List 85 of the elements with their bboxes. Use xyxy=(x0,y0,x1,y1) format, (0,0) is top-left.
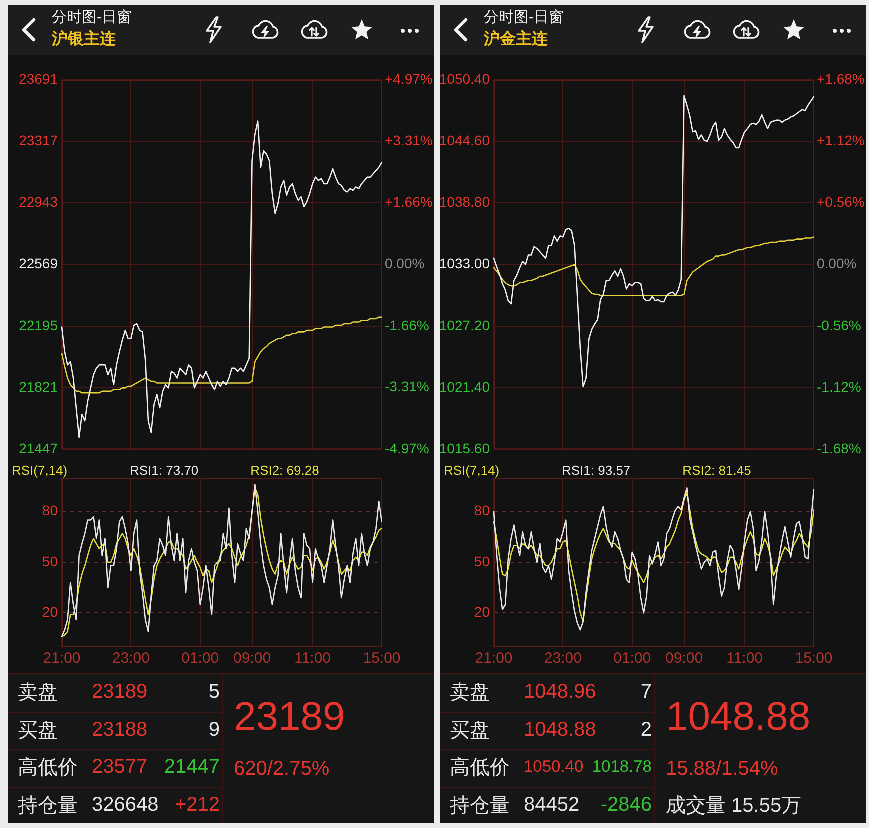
y-tick-label: 20 xyxy=(42,604,58,620)
y2-tick-label: +4.97% xyxy=(385,70,433,87)
x-tick-label: 01:00 xyxy=(614,650,652,668)
y-tick-label: 23691 xyxy=(19,70,58,87)
y-tick-label: 50 xyxy=(42,553,58,570)
text: 620/2.75% xyxy=(234,757,330,781)
y-tick-label: 80 xyxy=(42,502,58,519)
y-tick-label: 1033.00 xyxy=(439,256,490,272)
y2-tick-label: +1.66% xyxy=(385,194,433,210)
chart-subtitle: 沪金主连 xyxy=(484,30,548,50)
text: 23188 xyxy=(92,719,148,742)
x-tick-label: 15:00 xyxy=(795,650,833,668)
y2-tick-label: +1.12% xyxy=(817,132,865,148)
text: 1048.88 xyxy=(666,694,811,740)
text: 持仓量 xyxy=(18,794,79,819)
y2-tick-label: +3.31% xyxy=(385,132,433,149)
y2-tick-label: +1.68% xyxy=(817,70,865,87)
text: 高低价 xyxy=(450,756,511,781)
y2-tick-label: -1.66% xyxy=(385,317,430,334)
x-tick-label: 23:00 xyxy=(112,650,150,668)
y-tick-label: 80 xyxy=(474,502,490,519)
y2-tick-label: -4.97% xyxy=(385,440,430,456)
text: 23577 xyxy=(92,756,148,779)
series-label: RSI2: 81.45 xyxy=(682,463,752,479)
text: 2 xyxy=(640,719,652,742)
x-tick-label: 11:00 xyxy=(294,650,332,668)
y-tick-label: 20 xyxy=(474,604,490,620)
y-tick-label: 23317 xyxy=(19,132,58,148)
x-tick-label: 09:00 xyxy=(665,650,704,668)
y-tick-label: 1015.60 xyxy=(439,440,490,456)
x-tick-label: 11:00 xyxy=(726,650,764,668)
text: +212 xyxy=(174,794,220,817)
text: 15.88/1.54% xyxy=(666,757,778,781)
text: 高低价 xyxy=(18,756,79,781)
text: RSI1: 93.57 xyxy=(562,463,631,479)
text: 1048.96 xyxy=(524,681,596,704)
y-tick-label: 1038.80 xyxy=(439,194,490,210)
y-tick-label: 1050.40 xyxy=(439,70,490,87)
x-tick-label: 21:00 xyxy=(43,650,81,668)
y2-tick-label: -3.31% xyxy=(385,378,430,395)
text: 5 xyxy=(208,681,220,704)
y2-tick-label: 0.00% xyxy=(817,256,857,272)
x-tick-label: 01:00 xyxy=(182,650,220,668)
y2-tick-label: -1.12% xyxy=(817,378,862,395)
y2-tick-label: 0.00% xyxy=(385,256,425,272)
text: 成交量 15.55万 xyxy=(666,794,802,818)
series-label: RSI2: 69.28 xyxy=(250,463,320,479)
y-tick-label: 50 xyxy=(474,553,490,570)
text: 卖盘 xyxy=(450,681,491,706)
text: 买盘 xyxy=(18,719,59,744)
text: 1018.78 xyxy=(592,758,652,777)
x-tick-label: 21:00 xyxy=(475,650,513,668)
text: 7 xyxy=(640,681,652,704)
text: 21447 xyxy=(164,756,220,779)
y-tick-label: 22569 xyxy=(19,256,58,272)
text: 326648 xyxy=(92,794,159,817)
text: 23189 xyxy=(234,694,346,740)
y-tick-label: 1044.60 xyxy=(439,132,490,148)
y-tick-label: 22943 xyxy=(19,194,58,210)
chart-title: 分时图-日窗 xyxy=(52,8,132,28)
chart-subtitle: 沪银主连 xyxy=(52,30,116,50)
y-tick-label: 21447 xyxy=(19,440,58,456)
text: 1048.88 xyxy=(524,719,596,742)
y-tick-label: 1021.40 xyxy=(439,378,490,395)
y-tick-label: 21821 xyxy=(19,378,58,395)
chart-title: 分时图-日窗 xyxy=(484,8,564,28)
y2-tick-label: -0.56% xyxy=(817,317,862,334)
text: -2846 xyxy=(600,794,652,817)
y2-tick-label: +0.56% xyxy=(817,194,865,210)
text: RSI1: 73.70 xyxy=(130,463,199,479)
x-tick-label: 15:00 xyxy=(363,650,401,668)
x-tick-label: 09:00 xyxy=(233,650,272,668)
x-tick-label: 23:00 xyxy=(544,650,582,668)
text: 持仓量 xyxy=(450,794,511,819)
text: 买盘 xyxy=(450,719,491,744)
text: 23189 xyxy=(92,681,148,704)
y-tick-label: 22195 xyxy=(19,317,58,334)
y2-tick-label: -1.68% xyxy=(817,440,862,456)
text: 9 xyxy=(208,719,220,742)
text: 1050.40 xyxy=(524,758,584,777)
text: 卖盘 xyxy=(18,681,59,706)
chart-title: RSI(7,14) xyxy=(12,463,68,479)
text: 84452 xyxy=(524,794,580,817)
y-tick-label: 1027.20 xyxy=(439,317,490,334)
chart-title: RSI(7,14) xyxy=(444,463,500,479)
